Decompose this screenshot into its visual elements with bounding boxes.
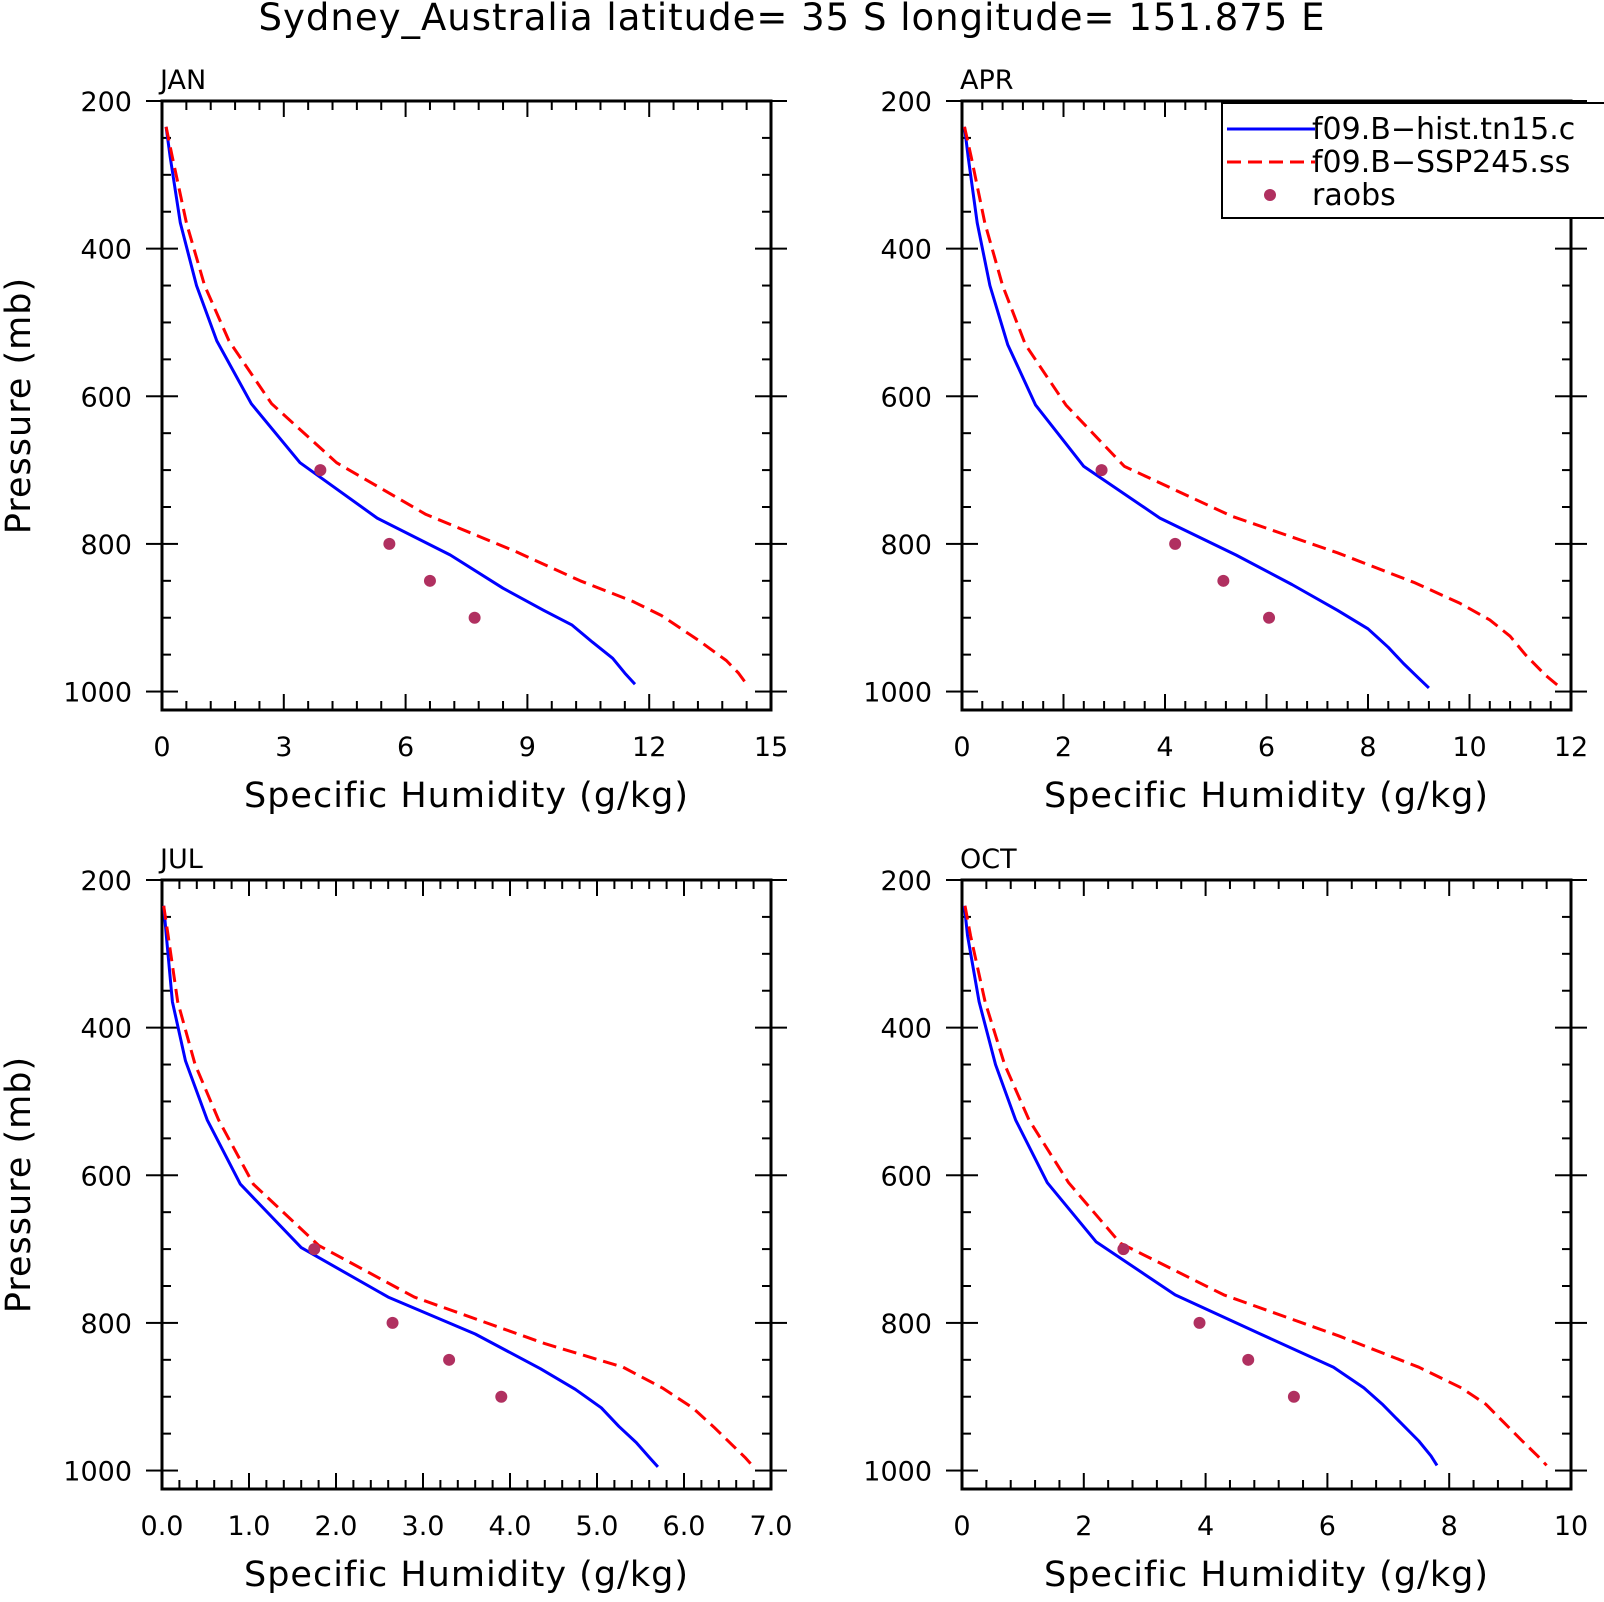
raobs-point	[1242, 1353, 1255, 1366]
legend-label: raobs	[1312, 178, 1396, 213]
plot-frame	[160, 878, 773, 1491]
figure-title: Sydney_Australia latitude= 35 S longitud…	[259, 0, 1326, 39]
hist-line	[962, 905, 1439, 1467]
x-tick-label: 12	[1554, 732, 1588, 763]
legend-box	[1221, 102, 1604, 219]
panel-label: JAN	[158, 65, 206, 96]
x-tick-label: 12	[632, 732, 666, 763]
y-tick-label: 400	[880, 235, 932, 266]
y-tick-label: 400	[80, 235, 132, 266]
y-tick-label: 1000	[863, 678, 932, 709]
raobs-point	[468, 611, 481, 624]
raobs-point	[1095, 464, 1108, 477]
panel-jul: JUL 0.0 1.0 2.0 3.0 4.0 5.0 6.0 7.0 200 400 600 800 1…	[0, 844, 792, 1595]
ssp245-line	[963, 126, 1562, 690]
y-tick-label: 600	[880, 1161, 932, 1192]
plot-frame	[960, 878, 1573, 1491]
panel-label: OCT	[960, 844, 1017, 875]
x-axis-label: Specific Humidity (g/kg)	[244, 776, 689, 816]
y-tick-label: 600	[880, 382, 932, 413]
x-tick-label: 4	[1197, 1511, 1214, 1542]
x-axis-label: Specific Humidity (g/kg)	[1044, 776, 1489, 816]
raobs-point	[308, 1243, 321, 1256]
x-tick-label: 2	[1055, 732, 1072, 763]
y-tick-label: 600	[80, 1161, 132, 1192]
panel-label: APR	[960, 65, 1014, 96]
y-tick-label: 200	[80, 87, 132, 118]
x-tick-label: 6	[1319, 1511, 1336, 1542]
raobs-point	[386, 1316, 399, 1329]
x-tick-label: 5.0	[576, 1511, 619, 1542]
hist-line	[162, 905, 660, 1468]
raobs-point	[314, 464, 327, 477]
x-tick-label: 7.0	[750, 1511, 793, 1542]
x-tick-label: 15	[754, 732, 788, 763]
y-tick-label: 1000	[63, 1457, 132, 1488]
legend-marker	[1264, 189, 1276, 201]
y-tick-label: 800	[880, 1309, 932, 1340]
raobs-point	[495, 1390, 508, 1403]
raobs-point	[1117, 1243, 1130, 1256]
x-tick-label: 4	[1156, 732, 1173, 763]
x-axis-label: Specific Humidity (g/kg)	[1044, 1555, 1489, 1595]
x-tick-label: 8	[1441, 1511, 1458, 1542]
x-tick-label: 8	[1359, 732, 1376, 763]
x-tick-label: 4.0	[489, 1511, 532, 1542]
legend-label: f09.B−hist.tn15.c	[1312, 112, 1575, 147]
plot-frame	[160, 99, 773, 712]
legend-label: f09.B−SSP245.ss	[1312, 145, 1570, 180]
x-tick-label: 2	[1075, 1511, 1092, 1542]
x-tick-label: 10	[1452, 732, 1486, 763]
x-tick-label: 3	[275, 732, 292, 763]
y-tick-label: 1000	[863, 1457, 932, 1488]
raobs-point	[1217, 574, 1230, 587]
x-tick-label: 6	[397, 732, 414, 763]
y-axis-label: Pressure (mb)	[0, 277, 39, 534]
x-axis-label: Specific Humidity (g/kg)	[244, 1555, 689, 1595]
y-tick-label: 600	[80, 382, 132, 413]
raobs-point	[1287, 1390, 1300, 1403]
x-tick-label: 0	[953, 732, 970, 763]
panel-jan: JAN 0 3 6 9 12 15 200 400 600 800 1000 Specific Humi…	[0, 65, 788, 816]
x-tick-label: 1.0	[228, 1511, 271, 1542]
y-axis-label: Pressure (mb)	[0, 1056, 39, 1313]
ssp245-line	[162, 905, 755, 1468]
y-tick-label: 200	[880, 87, 932, 118]
x-tick-label: 6	[1258, 732, 1275, 763]
y-tick-label: 800	[880, 530, 932, 561]
x-tick-label: 0	[153, 732, 170, 763]
y-tick-label: 800	[80, 530, 132, 561]
y-tick-label: 200	[880, 866, 932, 897]
raobs-point	[1169, 537, 1182, 550]
panel-label: JUL	[158, 844, 203, 875]
y-tick-label: 400	[880, 1014, 932, 1045]
panel-oct: OCT 0 2 4 6 8 10 200 400 600 800 1000 Specific Humid…	[863, 844, 1588, 1595]
hist-line	[963, 126, 1430, 689]
raobs-point	[1193, 1316, 1206, 1329]
y-tick-label: 400	[80, 1014, 132, 1045]
y-tick-label: 800	[80, 1309, 132, 1340]
raobs-point	[383, 537, 396, 550]
x-tick-label: 3.0	[402, 1511, 445, 1542]
raobs-point	[443, 1353, 456, 1366]
x-tick-label: 6.0	[663, 1511, 706, 1542]
y-tick-label: 200	[80, 866, 132, 897]
raobs-point	[1263, 611, 1276, 624]
x-tick-label: 10	[1554, 1511, 1588, 1542]
ssp245-line	[164, 126, 748, 686]
hist-line	[164, 126, 637, 686]
x-tick-label: 2.0	[315, 1511, 358, 1542]
x-tick-label: 0.0	[141, 1511, 184, 1542]
raobs-point	[423, 574, 436, 587]
ssp245-line	[963, 905, 1548, 1467]
x-tick-label: 0	[953, 1511, 970, 1542]
y-tick-label: 1000	[63, 678, 132, 709]
x-tick-label: 9	[519, 732, 536, 763]
